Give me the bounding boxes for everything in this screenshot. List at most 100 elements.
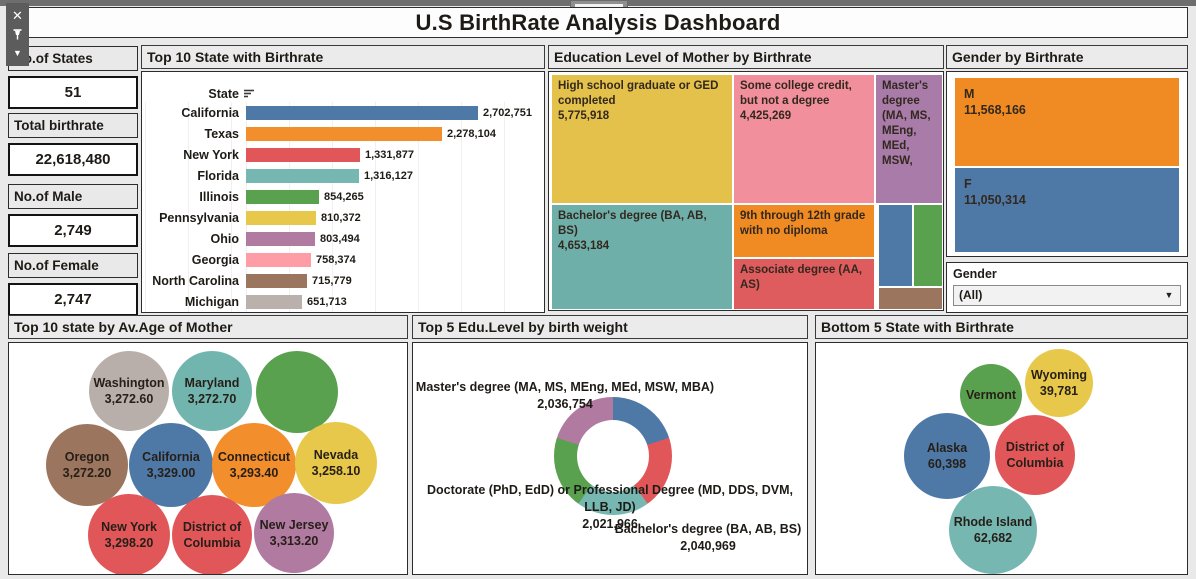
bar-value-label: 758,374 [316,253,356,266]
chevron-down-icon[interactable]: ▼ [1164,290,1174,300]
bar[interactable] [246,252,311,267]
treemap-cell-label: Some college credit, but not a degree [740,80,852,107]
panel-title-bottom5-states: Bottom 5 State with Birthrate [815,315,1188,339]
donut-hole [577,420,649,492]
treemap-cell-label: M [964,87,975,101]
donut-segment-label-text: Doctorate (PhD, EdD) or Professional Deg… [426,483,794,514]
treemap-cell[interactable]: F 11,050,314 [955,168,1179,252]
kpi-value-no-of-states: 51 [8,76,138,109]
bubble[interactable]: District of Columbia [995,415,1075,495]
treemap-cell[interactable]: M 11,568,166 [955,78,1179,166]
bubble-value-label: 3,293.40 [229,466,279,480]
donut-segment-label-text: Master's degree (MA, MS, MEng, MEd, MSW,… [415,380,715,394]
kpi-value-total-birthrate: 22,618,480 [8,143,138,176]
bar[interactable] [246,231,315,246]
bar-category-label[interactable]: New York [183,147,239,162]
bar-category-label[interactable]: Illinois [199,189,239,204]
treemap-cell[interactable] [914,205,942,286]
treemap-cell[interactable]: Bachelor's degree (BA, AB, BS) 4,653,184 [552,205,732,309]
treemap-cell[interactable]: Master's degree (MA, MS, MEng, MEd, MSW, [876,75,942,203]
treemap-cell[interactable] [879,288,942,309]
bubble-chart-bottom5-states: Vermont Wyoming 39,781 Alaska 60,398 District… [815,342,1188,575]
panel-title-top10-states: Top 10 State with Birthrate [141,45,545,69]
treemap-cell-value: 5,775,918 [558,109,610,122]
bubble-value-label: 62,682 [973,531,1013,545]
bar-category-label[interactable]: Florida [197,168,239,183]
bar[interactable] [246,105,478,120]
bar-value-label: 2,702,751 [483,106,532,119]
bubble-name-label: District of Columbia [1005,439,1065,470]
treemap-cell-label: Associate degree (AA, AS) [740,264,863,291]
gender-filter-value: (All) [959,288,983,302]
bar-value-label: 2,278,104 [447,127,496,140]
bar[interactable] [246,294,302,309]
bubble[interactable]: Rhode Island 62,682 [949,486,1037,574]
panel-title-avg-age: Top 10 state by Av.Age of Mother [8,315,408,339]
bubble-value-label: 3,258.10 [311,464,361,478]
donut-segment-label: Bachelor's degree (BA, AB, BS) 2,040,969 [613,521,803,555]
bubble[interactable]: Oregon 3,272.20 [46,424,128,506]
donut-segment-label: Master's degree (MA, MS, MEng, MEd, MSW,… [415,379,715,413]
bar-category-label[interactable]: Ohio [210,231,239,246]
bar[interactable] [246,147,360,162]
treemap-cell-label: High school graduate or GED completed [558,80,719,107]
bar-category-label[interactable]: Georgia [191,252,239,267]
bubble-name-label: California [142,449,200,464]
treemap-cell[interactable]: Some college credit, but not a degree 4,4… [734,75,874,203]
bar-column-header[interactable]: State [142,85,544,102]
bubble[interactable]: District of Columbia [172,495,252,574]
bubble-name-label: Connecticut [217,449,291,464]
donut-chart[interactable] [554,397,672,515]
bubble[interactable] [256,351,338,433]
treemap-cell-value: 4,653,184 [558,239,610,252]
pin-icon[interactable] [10,27,25,42]
collapse-toolbar-icon[interactable]: ▼ [13,48,22,58]
gender-filter: Gender (All) ▼ [946,262,1188,313]
bar[interactable] [246,189,319,204]
bar-row: Georgia 758,374 [142,249,544,270]
donut-segment-label-value: 2,036,754 [537,396,593,411]
donut-chart-edu-birthweight: Master's degree (MA, MS, MEng, MEd, MSW,… [412,342,808,575]
bar-column-header-label[interactable]: State [208,86,239,101]
bubble[interactable]: Maryland 3,272.70 [172,351,252,431]
donut-segment-label-text: Bachelor's degree (BA, AB, BS) [614,522,802,536]
bar[interactable] [246,210,316,225]
kpi-value-no-of-male: 2,749 [8,214,138,247]
bubble-name-label: Oregon [64,449,110,464]
gender-filter-dropdown[interactable]: (All) ▼ [953,285,1181,306]
bar[interactable] [246,168,359,183]
bar-row: Ohio 803,494 [142,228,544,249]
bar-category-label[interactable]: Texas [204,126,239,141]
bar-category-label[interactable]: Pennsylvania [159,210,239,225]
bubble[interactable]: New Jersey 3,313.20 [254,493,334,573]
close-icon[interactable]: ✕ [12,8,23,23]
bubble[interactable]: Alaska 60,398 [904,413,990,499]
kpi-label-no-of-states: No.of States [8,46,138,71]
bubble[interactable]: Connecticut 3,293.40 [212,423,296,507]
bubble-chart-avg-age: Washington 3,272.60 Maryland 3,272.70 Oregon… [8,342,408,575]
bubble[interactable]: New York 3,298.20 [88,494,170,574]
treemap-gender: M 11,568,166 F 11,050,314 [946,71,1188,257]
kpi-label-no-of-male: No.of Male [8,184,138,209]
bar-category-label[interactable]: North Carolina [152,273,239,288]
treemap-cell[interactable] [879,205,912,286]
sort-descending-icon[interactable] [243,89,255,98]
treemap-cell[interactable]: Associate degree (AA, AS) [734,259,874,309]
bar-category-label[interactable]: Michigan [184,294,239,309]
kpi-label-total-birthrate: Total birthrate [8,113,138,138]
bar-category-label[interactable]: California [181,105,239,120]
treemap-cell[interactable]: High school graduate or GED completed 5,7… [552,75,732,203]
bubble[interactable]: Nevada 3,258.10 [295,422,377,504]
bubble[interactable]: Washington 3,272.60 [89,351,169,431]
treemap-cell-label: F [964,177,972,191]
bar[interactable] [246,126,442,141]
bubble[interactable]: California 3,329.00 [129,423,213,507]
bar[interactable] [246,273,307,288]
bubble-value-label: 3,329.00 [146,466,196,480]
bar-row: New York 1,331,877 [142,144,544,165]
bubble[interactable]: Vermont [960,364,1022,426]
bubble[interactable]: Wyoming 39,781 [1025,349,1093,417]
bubble-value-label: 60,398 [927,457,967,471]
bubble-name-label: Nevada [313,447,359,462]
treemap-cell[interactable]: 9th through 12th grade with no diploma [734,205,874,257]
